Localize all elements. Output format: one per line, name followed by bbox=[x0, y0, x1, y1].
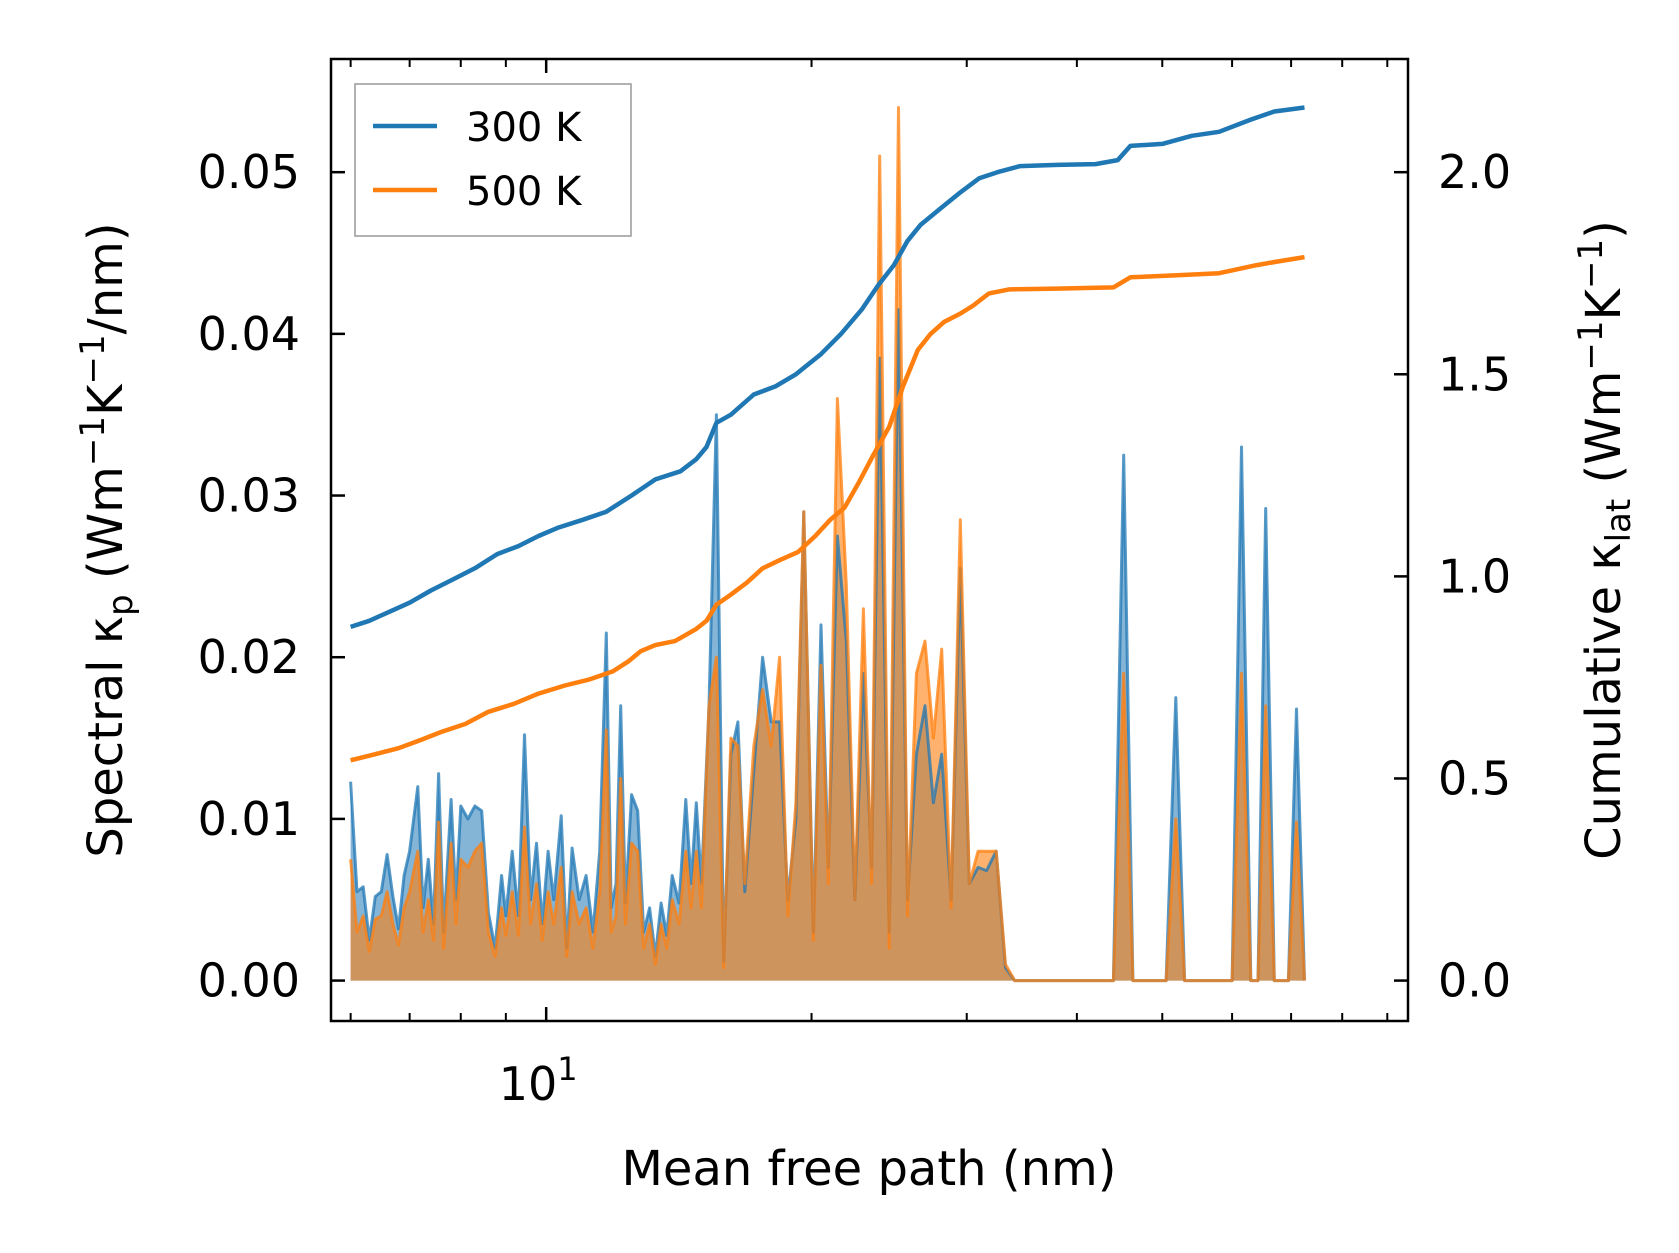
ylabel-right-base: Cumulative κ bbox=[1576, 542, 1632, 860]
ylabel-left-base: Spectral κ bbox=[78, 616, 134, 858]
legend: 300 K 500 K bbox=[354, 83, 632, 237]
legend-box bbox=[354, 83, 632, 237]
ylabel-right-sup1: −1 bbox=[1571, 320, 1611, 370]
y-left-tick-label: 0.05 bbox=[198, 145, 300, 199]
y-right-tick-label: 1.0 bbox=[1438, 549, 1511, 603]
legend-label-300k: 300 K bbox=[466, 105, 583, 151]
ylabel-right-tail: ) bbox=[1576, 220, 1632, 239]
y-left-tick-label: 0.03 bbox=[198, 469, 300, 523]
series-lines bbox=[349, 105, 1306, 983]
y-right-tick-label: 0.0 bbox=[1438, 954, 1511, 1008]
axis-ticks bbox=[331, 59, 1408, 1021]
ylabel-right-sub: lat bbox=[1599, 499, 1639, 543]
y-right-tick-label: 0.5 bbox=[1438, 751, 1511, 805]
ylabel-right-mid: K bbox=[1576, 287, 1632, 320]
y-right-tick-label: 1.5 bbox=[1438, 347, 1511, 401]
cumulative-line-500k bbox=[350, 254, 1305, 763]
tick-labels: 101 0.00 0.01 0.02 0.03 0.04 0.05 0.0 0.5 1.0 1.5 2… bbox=[198, 145, 1512, 1111]
y-axis-label-left: Spectral κp (Wm−1K−1/nm) bbox=[73, 222, 141, 857]
spectral-line-300k bbox=[349, 308, 1306, 983]
legend-label-500k: 500 K bbox=[466, 169, 583, 215]
ylabel-left-tail: /nm) bbox=[78, 222, 134, 334]
spectral-line-500k bbox=[349, 106, 1306, 983]
ylabel-right-sup2: −1 bbox=[1571, 239, 1611, 289]
y-left-tick-label: 0.04 bbox=[198, 307, 300, 361]
y-left-tick-label: 0.02 bbox=[198, 630, 300, 684]
y-right-tick-label: 2.0 bbox=[1438, 145, 1511, 199]
x-tick-label-exponent: 1 bbox=[557, 1050, 577, 1088]
ylabel-left-mid: K bbox=[78, 383, 134, 416]
x-tick-label: 101 bbox=[499, 1050, 578, 1111]
ylabel-right-unit-open: (Wm bbox=[1576, 371, 1632, 499]
ylabel-left-sub: p bbox=[101, 594, 141, 616]
y-axis-label-right: Cumulative κlat (Wm−1K−1) bbox=[1571, 220, 1639, 860]
y-left-tick-label: 0.00 bbox=[198, 954, 300, 1008]
ylabel-left-unit-open: (Wm bbox=[78, 466, 134, 594]
x-axis-label: Mean free path (nm) bbox=[622, 1141, 1117, 1197]
y-left-tick-label: 0.01 bbox=[198, 792, 300, 846]
x-tick-label-base: 10 bbox=[499, 1057, 558, 1111]
ylabel-left-sup2: −1 bbox=[73, 334, 113, 384]
plot-frame bbox=[329, 57, 1410, 1023]
ylabel-left-sup1: −1 bbox=[73, 416, 113, 466]
cumulative-line-300k bbox=[349, 105, 1305, 630]
